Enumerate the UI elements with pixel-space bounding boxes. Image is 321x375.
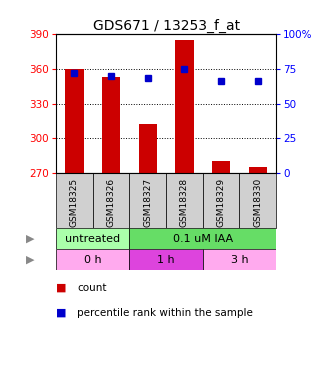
Bar	[239, 173, 276, 228]
Text: ■: ■	[56, 283, 67, 293]
Text: 3 h: 3 h	[230, 255, 248, 264]
Bar	[56, 228, 129, 249]
Bar	[175, 40, 194, 173]
Bar	[212, 160, 230, 173]
Text: 0.1 uM IAA: 0.1 uM IAA	[173, 234, 233, 244]
Bar	[203, 173, 239, 228]
Text: ▶: ▶	[26, 255, 34, 264]
Bar	[56, 173, 93, 228]
Bar	[203, 249, 276, 270]
Text: 1 h: 1 h	[157, 255, 175, 264]
Bar	[248, 168, 267, 173]
Text: GSM18325: GSM18325	[70, 178, 79, 227]
Bar	[93, 173, 129, 228]
Text: ▶: ▶	[26, 234, 34, 244]
Title: GDS671 / 13253_f_at: GDS671 / 13253_f_at	[92, 19, 240, 33]
Text: ■: ■	[56, 308, 67, 318]
Text: GSM18328: GSM18328	[180, 178, 189, 227]
Text: 0 h: 0 h	[84, 255, 102, 264]
Text: GSM18326: GSM18326	[107, 178, 116, 227]
Text: percentile rank within the sample: percentile rank within the sample	[77, 308, 253, 318]
Bar	[56, 249, 129, 270]
Bar	[129, 173, 166, 228]
Text: untreated: untreated	[65, 234, 120, 244]
Bar	[129, 228, 276, 249]
Bar	[129, 249, 203, 270]
Bar	[166, 173, 203, 228]
Bar	[65, 69, 84, 173]
Text: count: count	[77, 283, 107, 293]
Text: GSM18329: GSM18329	[217, 178, 226, 227]
Bar	[102, 77, 120, 173]
Bar	[139, 124, 157, 173]
Text: GSM18327: GSM18327	[143, 178, 152, 227]
Text: GSM18330: GSM18330	[253, 178, 262, 227]
